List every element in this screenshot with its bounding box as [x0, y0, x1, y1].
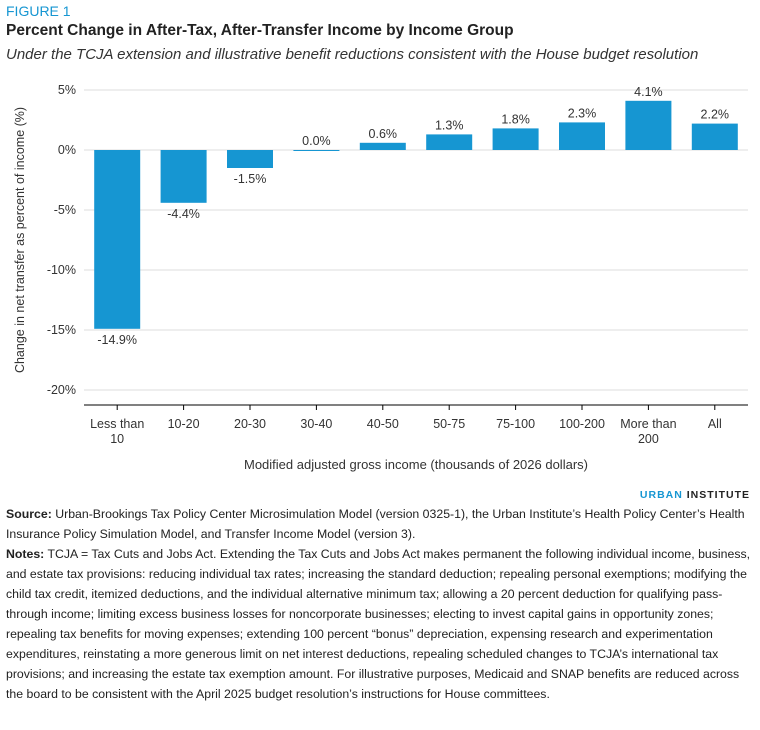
data-label: 0.6% — [369, 127, 398, 141]
data-label: 2.3% — [568, 106, 597, 120]
data-label: 2.2% — [701, 108, 730, 122]
bar — [359, 142, 406, 150]
y-tick-label: -10% — [47, 263, 76, 277]
data-label: 1.8% — [501, 112, 530, 126]
x-tick-label: 200 — [638, 432, 659, 446]
data-label: 4.1% — [634, 85, 663, 99]
data-label: -1.5% — [234, 172, 267, 186]
chart-title: Percent Change in After-Tax, After-Trans… — [6, 22, 514, 39]
data-label: 1.3% — [435, 118, 464, 132]
x-tick-label: 10 — [110, 432, 124, 446]
x-tick-label: 50-75 — [433, 417, 465, 431]
x-tick-label: More than — [620, 417, 676, 431]
bar — [492, 128, 539, 150]
x-tick-label: 10-20 — [168, 417, 200, 431]
data-label: 0.0% — [302, 134, 331, 148]
y-tick-label: -5% — [54, 203, 76, 217]
y-tick-label: 5% — [58, 83, 76, 97]
y-tick-label: 0% — [58, 143, 76, 157]
y-tick-label: -20% — [47, 383, 76, 397]
x-tick-label: 100-200 — [559, 417, 605, 431]
notes-note: Notes: TCJA = Tax Cuts and Jobs Act. Ext… — [6, 547, 751, 701]
x-tick-label: 20-30 — [234, 417, 266, 431]
figure-label: FIGURE 1 — [6, 3, 71, 19]
notes-block: Source: Urban-Brookings Tax Policy Cente… — [6, 504, 758, 704]
bar — [160, 150, 207, 203]
x-tick-label: 30-40 — [300, 417, 332, 431]
urban-institute-logo: URBAN INSTITUTE — [639, 489, 750, 501]
data-label: -14.9% — [97, 333, 137, 347]
y-tick-label: -15% — [47, 323, 76, 337]
x-axis-title: Modified adjusted gross income (thousand… — [244, 457, 588, 472]
chart-subtitle: Under the TCJA extension and illustrativ… — [6, 46, 699, 63]
x-tick-label: 40-50 — [367, 417, 399, 431]
x-tick-label: 75-100 — [496, 417, 535, 431]
x-tick-label: Less than — [90, 417, 144, 431]
bar — [691, 123, 738, 150]
bar — [559, 122, 605, 150]
y-axis-title: Change in net transfer as percent of inc… — [13, 107, 27, 373]
data-label: -4.4% — [167, 207, 200, 221]
bar — [227, 150, 273, 168]
x-tick-label: All — [708, 417, 722, 431]
bar — [293, 150, 340, 151]
bar — [426, 134, 473, 150]
bar — [625, 100, 672, 150]
bar — [94, 150, 141, 329]
source-note: Source: Urban-Brookings Tax Policy Cente… — [6, 507, 745, 541]
